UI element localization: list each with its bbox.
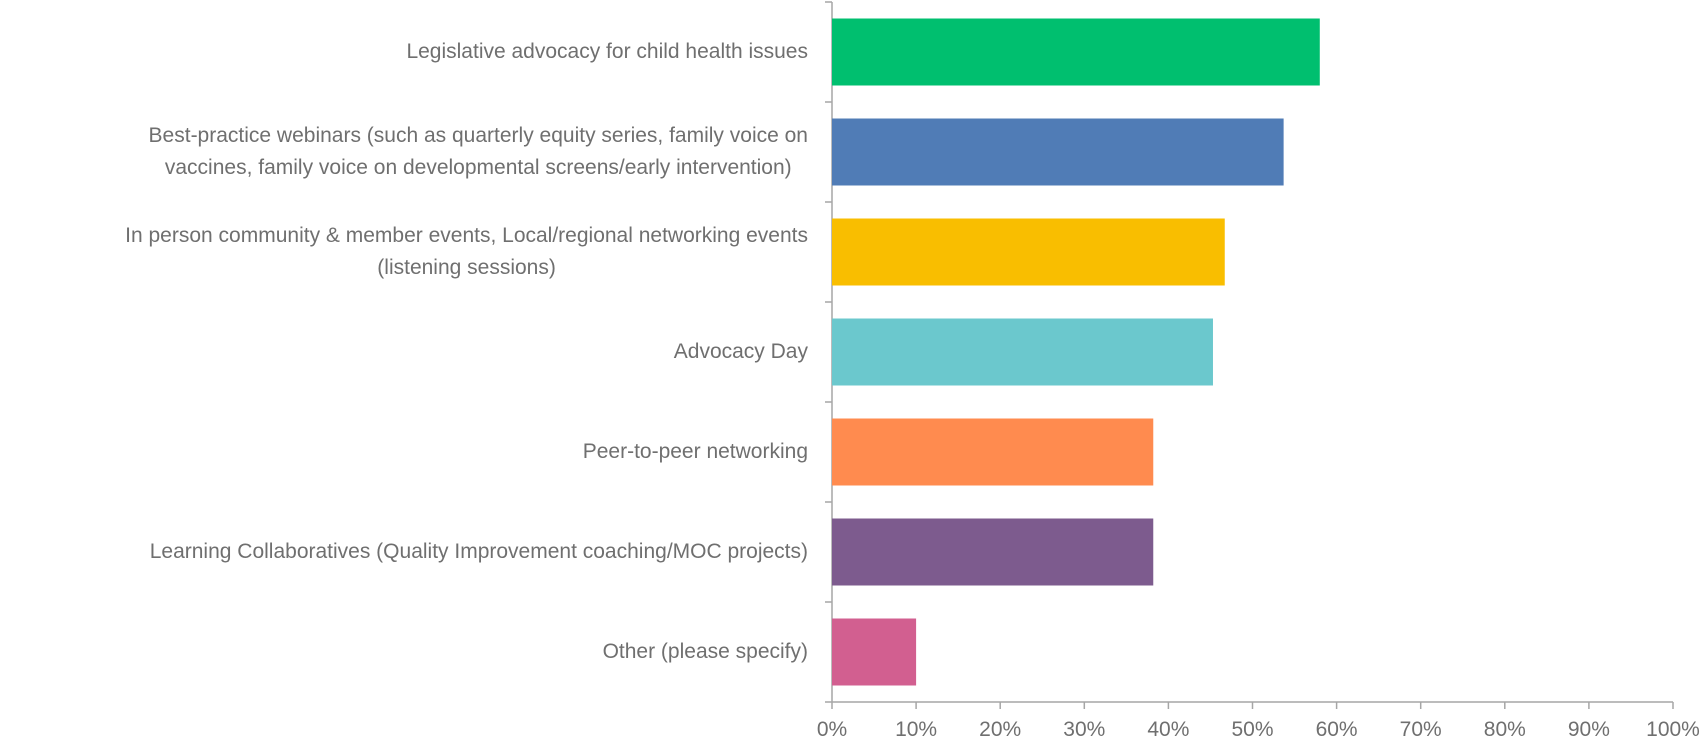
category-label: Peer-to-peer networking	[582, 440, 808, 463]
x-tick-label: 70%	[1400, 718, 1442, 741]
x-tick-label: 100%	[1646, 718, 1700, 741]
category-label: Best-practice webinars (such as quarterl…	[148, 124, 808, 179]
x-tick-label: 10%	[895, 718, 937, 741]
category-label: Other (please specify)	[602, 640, 808, 663]
bar	[832, 218, 1225, 286]
bar	[832, 18, 1320, 86]
x-tick-label: 20%	[979, 718, 1021, 741]
x-tick-label: 30%	[1063, 718, 1105, 741]
bar	[832, 618, 917, 686]
x-tick-label: 40%	[1147, 718, 1189, 741]
category-label: In person community & member events, Loc…	[125, 224, 808, 279]
x-tick-label: 0%	[817, 718, 847, 741]
x-tick-label: 90%	[1568, 718, 1610, 741]
bar	[832, 418, 1154, 486]
x-tick-label: 80%	[1484, 718, 1526, 741]
x-tick-label: 60%	[1316, 718, 1358, 741]
bar	[832, 118, 1284, 186]
x-tick-label: 50%	[1231, 718, 1273, 741]
bar	[832, 518, 1154, 586]
category-label: Advocacy Day	[673, 340, 808, 363]
category-label: Learning Collaboratives (Quality Improve…	[149, 540, 808, 563]
bar	[832, 318, 1213, 386]
category-label: Legislative advocacy for child health is…	[406, 40, 808, 63]
